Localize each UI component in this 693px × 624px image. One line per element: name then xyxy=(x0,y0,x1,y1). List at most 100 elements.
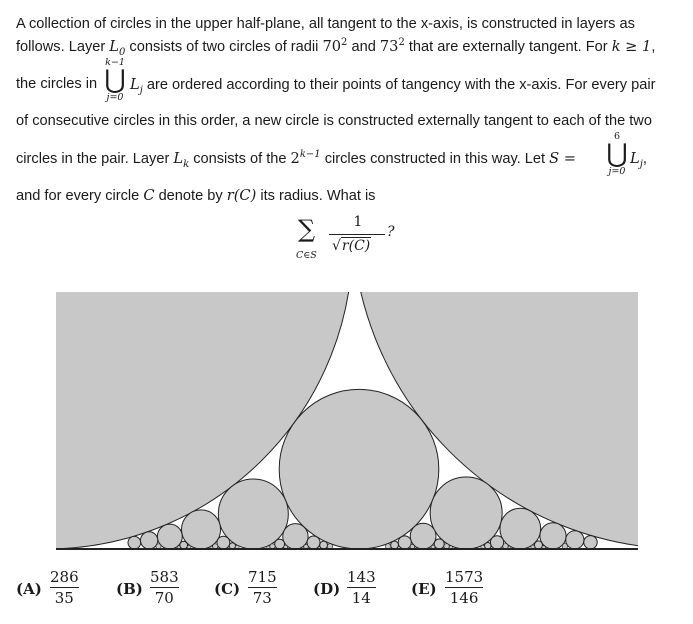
union-operator: k−1 ⋃ j=0 xyxy=(104,57,126,103)
problem-text: follows. Layer xyxy=(16,39,110,55)
problem-text: circles in the pair. Layer xyxy=(16,151,174,167)
layer-subscript: j xyxy=(639,158,643,170)
layer-subscript: j xyxy=(139,84,143,96)
option-fraction: 715 73 xyxy=(248,568,277,607)
layer-symbol: L xyxy=(173,150,184,167)
problem-text: denote by xyxy=(154,188,227,204)
circle-layer1 xyxy=(278,388,440,549)
option-fraction: 1573 146 xyxy=(445,568,484,607)
option-numerator: 583 xyxy=(150,568,179,586)
problem-line-5-cont: Lj, xyxy=(630,150,647,170)
circle-layer3 xyxy=(499,507,542,549)
layer-symbol: L xyxy=(109,38,119,55)
circle-layer4 xyxy=(397,535,412,549)
problem-line-4: of consecutive circles in this order, a … xyxy=(16,113,652,129)
option-fraction: 286 35 xyxy=(50,568,79,607)
problem-line-6: and for every circle C denote by r(C) it… xyxy=(16,187,375,204)
option-label: (E) xyxy=(411,580,437,598)
problem-text: A collection of circles in the upper hal… xyxy=(16,16,635,32)
fraction-bar xyxy=(248,587,277,588)
circle-symbol: C xyxy=(143,187,155,204)
option-denominator: 14 xyxy=(351,589,371,607)
problem-line-3: the circles in xyxy=(16,76,97,92)
union-upper-limit: k−1 xyxy=(105,57,125,68)
problem-text: the circles in xyxy=(16,76,98,92)
circle-layer4 xyxy=(433,538,445,549)
union-lower-limit: j=0 xyxy=(608,166,626,177)
fraction-bar xyxy=(347,587,376,588)
exponent: 2 xyxy=(398,37,405,49)
fraction-bar xyxy=(50,587,79,588)
problem-text: circles constructed in this way. Let xyxy=(320,151,550,167)
problem-text: , xyxy=(651,39,656,55)
union-operator-2: 6 ⋃ j=0 xyxy=(606,131,628,177)
layer-subscript: 0 xyxy=(118,46,126,58)
circle-layer6 xyxy=(155,543,162,549)
problem-line-5: circles in the pair. Layer Lk consists o… xyxy=(16,149,576,170)
circle-layer4 xyxy=(489,535,505,549)
circle-layer5 xyxy=(303,544,309,549)
sqrt-radical: √r(C) xyxy=(332,237,372,254)
circle-layer5 xyxy=(212,543,219,549)
fraction-bar xyxy=(150,587,179,588)
circle-layer5 xyxy=(565,530,585,549)
circle-layer5 xyxy=(502,543,509,549)
exponent: k−1 xyxy=(299,149,321,161)
option-denominator: 35 xyxy=(54,589,74,607)
option-label: (C) xyxy=(214,580,241,598)
union-symbol: ⋃ xyxy=(104,65,126,95)
circle-layer5 xyxy=(533,540,543,549)
problem-text: consists of two circles of radii xyxy=(125,39,323,55)
union-lower-limit: j=0 xyxy=(106,92,124,103)
sum-numerator: 1 xyxy=(353,214,363,230)
circle-layer5 xyxy=(179,540,189,549)
problem-text: , xyxy=(642,151,647,167)
option-fraction: 143 14 xyxy=(347,568,376,607)
circle-layer4 xyxy=(274,538,286,549)
layer-symbol: L xyxy=(630,150,640,167)
sum-expression: ∑ C∈S 1 √r(C) ? xyxy=(296,214,406,266)
fraction-bar xyxy=(445,587,484,588)
option-numerator: 1573 xyxy=(445,568,484,586)
fraction-bar xyxy=(329,234,385,235)
option-denominator: 73 xyxy=(252,589,272,607)
circle-layer0-right xyxy=(360,292,638,547)
exponent: 2 xyxy=(341,37,348,49)
problem-text: are ordered according to their points of… xyxy=(146,77,656,93)
circle-layer6 xyxy=(385,543,392,549)
problem-text: consists of the xyxy=(189,151,291,167)
circle-layer5 xyxy=(319,540,329,549)
problem-text: of consecutive circles in this order, a … xyxy=(16,113,652,129)
power-base: 2 xyxy=(290,150,300,167)
problem-line-1: A collection of circles in the upper hal… xyxy=(16,16,635,32)
radius-value: 73 xyxy=(379,38,399,55)
option-fraction: 583 70 xyxy=(150,568,179,607)
sqrt-radicand: r(C) xyxy=(340,237,372,254)
union-symbol: ⋃ xyxy=(606,139,628,169)
radius-value: 70 xyxy=(322,38,342,55)
option-label: (A) xyxy=(16,580,42,598)
sum-lower-limit: C∈S xyxy=(296,250,317,261)
layer-symbol: L xyxy=(130,76,140,93)
question-mark: ? xyxy=(387,224,395,240)
option-label: (B) xyxy=(116,580,143,598)
problem-text: its radius. What is xyxy=(256,188,376,204)
problem-line-3-cont: Lj are ordered according to their points… xyxy=(130,76,656,96)
circle-layer3 xyxy=(409,522,437,549)
option-denominator: 146 xyxy=(449,589,479,607)
circle-layer6 xyxy=(127,535,142,549)
problem-text: and xyxy=(347,39,380,55)
circle-layer6 xyxy=(583,535,598,549)
sum-symbol: ∑ xyxy=(298,215,316,243)
option-label: (D) xyxy=(313,580,341,598)
radius-function: r(C) xyxy=(226,187,257,204)
circle-layer2 xyxy=(217,478,289,549)
circle-layer0-left xyxy=(56,292,350,549)
problem-line-2: follows. Layer L0 consists of two circle… xyxy=(16,37,656,58)
problem-text: that are externally tangent. For xyxy=(404,39,612,55)
layer-subscript: k xyxy=(183,158,190,170)
option-numerator: 715 xyxy=(248,568,277,586)
option-numerator: 286 xyxy=(50,568,79,586)
